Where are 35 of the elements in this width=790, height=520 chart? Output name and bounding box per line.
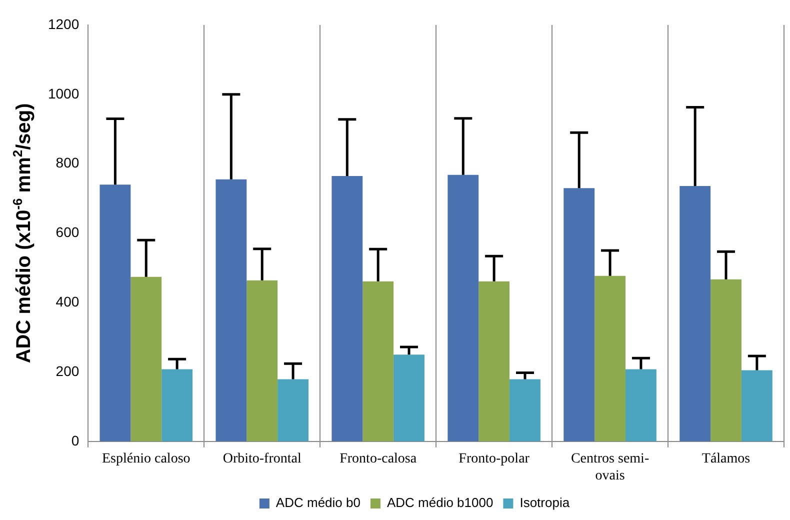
bar <box>564 188 595 442</box>
bar <box>278 379 308 442</box>
bar <box>478 281 510 442</box>
x-tick-label: Fronto-polar <box>458 451 530 466</box>
bar <box>680 186 711 442</box>
y-tick-label: 600 <box>56 224 80 240</box>
x-tick-label: Orbito-frontal <box>222 451 302 466</box>
y-tick-label: 1000 <box>48 85 80 102</box>
bar <box>100 184 131 442</box>
x-tick-label: Centros semi-ovais <box>570 451 650 484</box>
bar <box>362 281 394 442</box>
bar <box>626 369 656 442</box>
bar <box>594 276 626 442</box>
y-tick-label: 400 <box>56 293 80 310</box>
y-tick-label: 1200 <box>48 16 80 32</box>
bar <box>246 280 278 442</box>
bar <box>710 279 742 442</box>
bar <box>130 276 162 442</box>
bar <box>332 176 363 442</box>
bar <box>448 174 479 442</box>
y-tick-label: 200 <box>56 362 80 379</box>
y-tick-label: 0 <box>71 432 80 448</box>
y-axis-title: ADC médio (x10-6 mm2/seg) <box>10 103 35 364</box>
x-tick-label: Fronto-calosa <box>340 451 418 466</box>
x-tick-label: Tálamos <box>702 451 750 466</box>
y-tick-label: 800 <box>56 154 80 171</box>
bar <box>162 369 193 442</box>
legend-label: Isotropia <box>520 495 570 510</box>
x-tick-label: Esplénio caloso <box>102 451 190 466</box>
bar <box>741 370 772 442</box>
bar <box>394 354 424 442</box>
bar <box>216 179 247 442</box>
legend-label: ADC médio b1000 <box>386 495 494 510</box>
bar <box>510 379 540 442</box>
legend-label: ADC médio b0 <box>276 495 360 510</box>
